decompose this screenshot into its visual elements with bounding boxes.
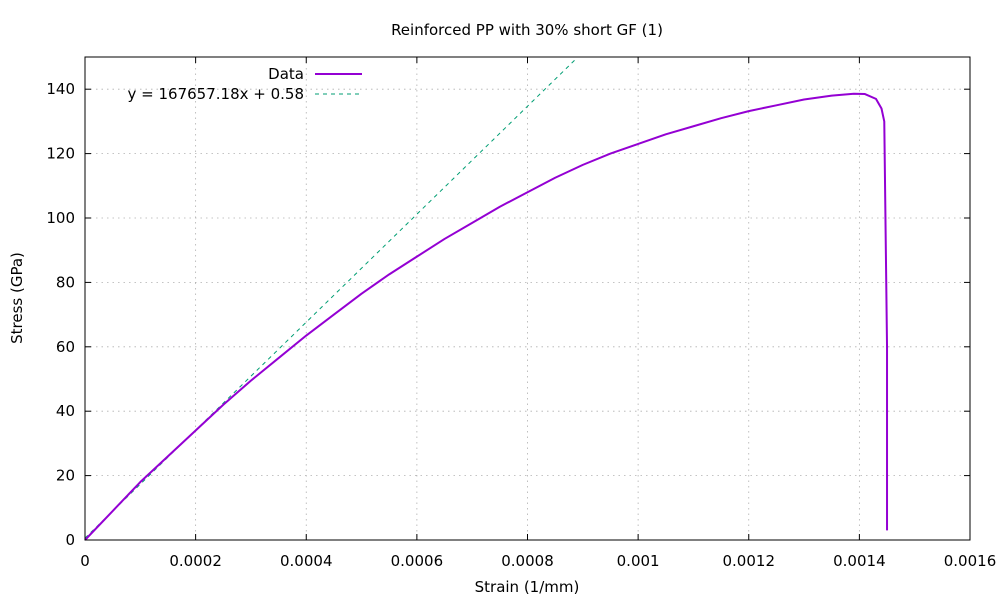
y-tick-label: 60 bbox=[56, 338, 75, 356]
x-tick-label: 0.0008 bbox=[501, 552, 554, 570]
x-tick-label: 0.0014 bbox=[833, 552, 886, 570]
y-tick-label: 100 bbox=[46, 209, 75, 227]
y-tick-label: 120 bbox=[46, 145, 75, 163]
data-series-line bbox=[84, 92, 889, 541]
grid bbox=[85, 57, 970, 540]
legend: Data y = 167657.18x + 0.58 bbox=[128, 65, 362, 103]
y-tick-label: 140 bbox=[46, 80, 75, 98]
y-tick-label: 40 bbox=[56, 402, 75, 420]
x-tick-label: 0.0016 bbox=[944, 552, 997, 570]
x-tick-label: 0.0012 bbox=[723, 552, 776, 570]
y-tick-label: 20 bbox=[56, 467, 75, 485]
legend-label: y = 167657.18x + 0.58 bbox=[128, 85, 304, 103]
x-tick-label: 0.0004 bbox=[280, 552, 333, 570]
y-axis-label: Stress (GPa) bbox=[8, 252, 26, 344]
x-tick-label: 0.0002 bbox=[169, 552, 222, 570]
x-axis-label: Strain (1/mm) bbox=[475, 578, 580, 596]
x-tick-label: 0 bbox=[80, 552, 90, 570]
chart-title: Reinforced PP with 30% short GF (1) bbox=[391, 21, 663, 39]
series-layer bbox=[84, 59, 889, 541]
y-tick-label: 80 bbox=[56, 273, 75, 291]
x-tick-label: 0.0006 bbox=[391, 552, 444, 570]
ticks: 0 0.0002 0.0004 0.0006 0.0008 0.001 0.0012 0.00… bbox=[46, 57, 996, 570]
x-tick-label: 0.001 bbox=[617, 552, 660, 570]
y-tick-label: 0 bbox=[65, 531, 75, 549]
legend-label: Data bbox=[268, 65, 304, 83]
